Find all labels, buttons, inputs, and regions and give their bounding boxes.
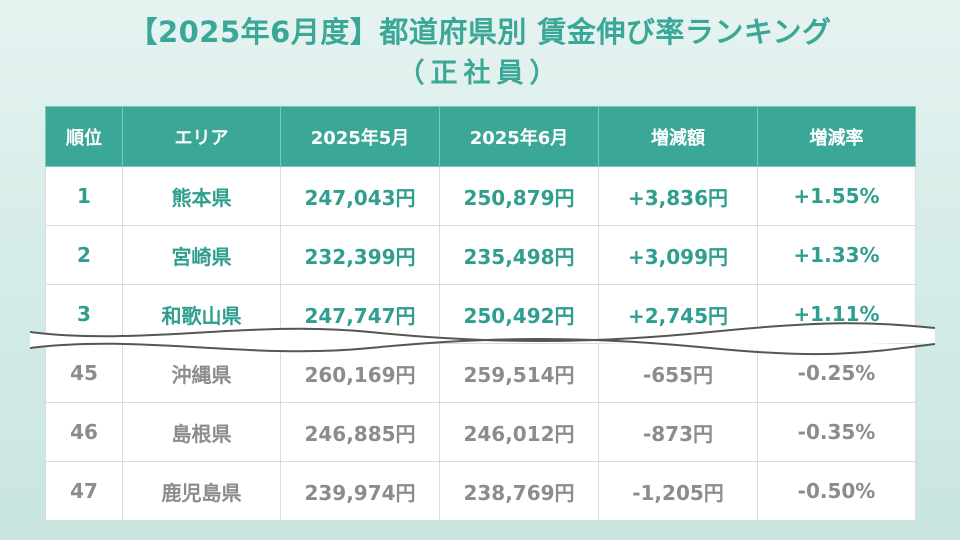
rate-cell: +1.33% [757, 225, 916, 285]
table-header-row: 順位 エリア 2025年5月 2025年6月 増減額 増減率 [45, 106, 916, 167]
header-diff-rate: 増減率 [757, 106, 916, 167]
jun-cell: 250,492円 [439, 284, 599, 344]
area-cell: 沖縄県 [122, 343, 281, 403]
page-title: 【2025年6月度】都道府県別 賃金伸び率ランキング [128, 15, 832, 49]
table-row: 46 島根県 246,885円 246,012円 -873円 -0.35% [45, 402, 916, 462]
may-cell: 247,043円 [280, 166, 440, 226]
area-cell: 島根県 [122, 402, 281, 462]
header-diff-amount: 増減額 [598, 106, 758, 167]
header-jun-2025: 2025年6月 [439, 106, 599, 167]
rank-cell: 47 [45, 461, 123, 521]
table-break-divider [30, 322, 935, 356]
jun-cell: 250,879円 [439, 166, 599, 226]
header-area: エリア [122, 106, 281, 167]
jun-cell: 238,769円 [439, 461, 599, 521]
header-rank: 順位 [45, 106, 123, 167]
table-row: 1 熊本県 247,043円 250,879円 +3,836円 +1.55% [45, 166, 916, 226]
rate-cell: -0.50% [757, 461, 916, 521]
ranking-table: 順位 エリア 2025年5月 2025年6月 増減額 増減率 1 熊本県 247… [45, 106, 916, 521]
may-cell: 246,885円 [280, 402, 440, 462]
jun-cell: 246,012円 [439, 402, 599, 462]
jun-cell: 259,514円 [439, 343, 599, 403]
may-cell: 239,974円 [280, 461, 440, 521]
area-cell: 鹿児島県 [122, 461, 281, 521]
area-cell: 宮崎県 [122, 225, 281, 285]
diff-cell: -655円 [598, 343, 758, 403]
may-cell: 232,399円 [280, 225, 440, 285]
table-row: 47 鹿児島県 239,974円 238,769円 -1,205円 -0.50% [45, 461, 916, 521]
diff-cell: -873円 [598, 402, 758, 462]
area-cell: 熊本県 [122, 166, 281, 226]
table-row: 2 宮崎県 232,399円 235,498円 +3,099円 +1.33% [45, 225, 916, 285]
rate-cell: +1.55% [757, 166, 916, 226]
rank-cell: 1 [45, 166, 123, 226]
diff-cell: -1,205円 [598, 461, 758, 521]
rank-cell: 46 [45, 402, 123, 462]
page-subtitle: （正社員） [397, 58, 563, 89]
may-cell: 260,169円 [280, 343, 440, 403]
rank-cell: 2 [45, 225, 123, 285]
jun-cell: 235,498円 [439, 225, 599, 285]
diff-cell: +3,099円 [598, 225, 758, 285]
header-may-2025: 2025年5月 [280, 106, 440, 167]
diff-cell: +3,836円 [598, 166, 758, 226]
rate-cell: -0.35% [757, 402, 916, 462]
